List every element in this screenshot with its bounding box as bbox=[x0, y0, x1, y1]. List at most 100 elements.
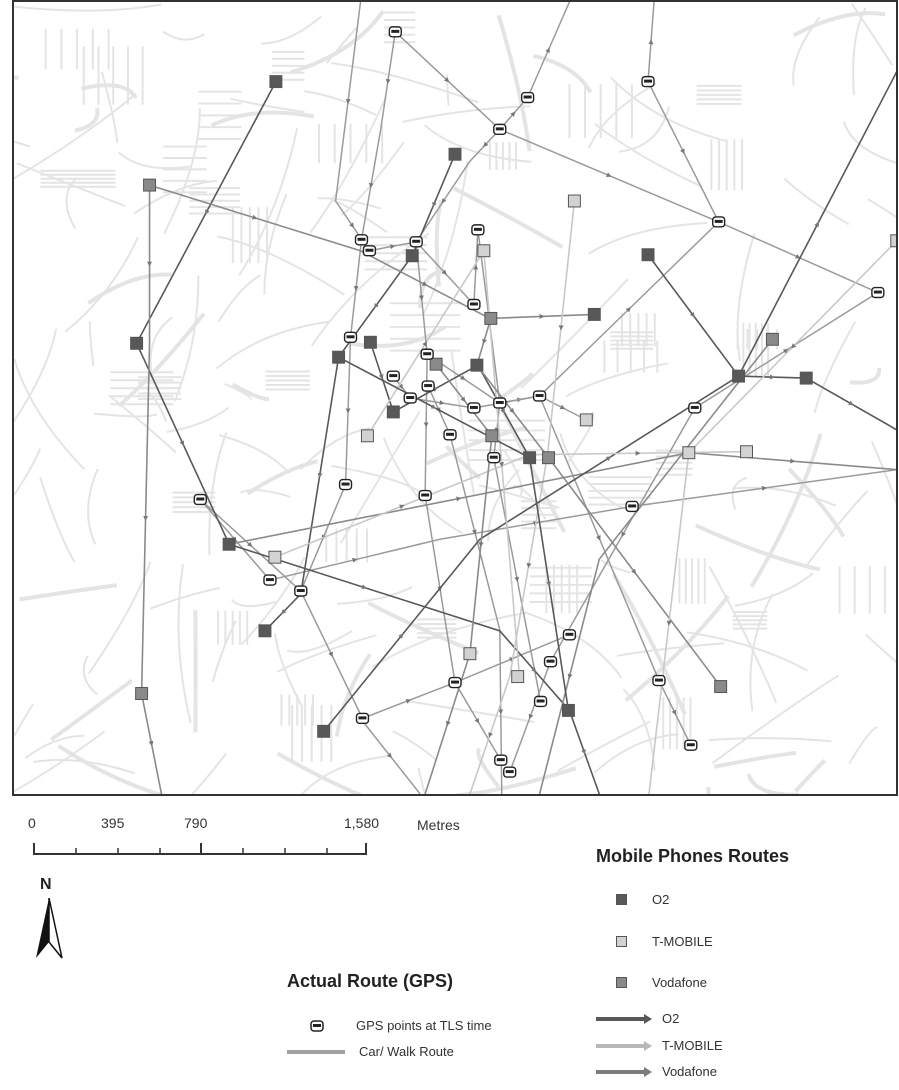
vodafone-marker[interactable] bbox=[542, 451, 555, 465]
gps-point-car-icon[interactable] bbox=[467, 298, 481, 311]
tmobile-marker[interactable] bbox=[463, 647, 477, 661]
street-segment bbox=[230, 97, 305, 113]
vodafone-marker[interactable] bbox=[714, 680, 728, 694]
o2-marker[interactable] bbox=[561, 703, 575, 717]
street-segment bbox=[711, 674, 840, 764]
gps-point-car-icon[interactable] bbox=[467, 402, 481, 414]
street-segment bbox=[792, 11, 886, 38]
legend-o2-line-label: O2 bbox=[662, 1011, 680, 1026]
street-segment bbox=[80, 83, 138, 99]
tmobile-marker[interactable] bbox=[890, 234, 896, 248]
tmobile-marker[interactable] bbox=[682, 446, 696, 460]
gps-point-car-icon[interactable] bbox=[493, 123, 507, 136]
street-segment bbox=[276, 634, 377, 673]
vodafone-marker[interactable] bbox=[429, 357, 443, 371]
gps-point-car-icon[interactable] bbox=[532, 390, 547, 402]
gps-point-car-icon[interactable] bbox=[448, 676, 462, 689]
vodafone-marker[interactable] bbox=[143, 178, 157, 192]
tmobile-marker[interactable] bbox=[567, 194, 581, 208]
gps-point-car-icon[interactable] bbox=[712, 216, 726, 228]
tmobile-marker[interactable] bbox=[740, 445, 753, 459]
street-segment bbox=[593, 733, 679, 774]
gps-point-car-icon[interactable] bbox=[543, 655, 558, 668]
gps-point-car-icon[interactable] bbox=[193, 493, 207, 506]
street-segment bbox=[330, 62, 479, 104]
gps-point-car-icon[interactable] bbox=[625, 500, 639, 513]
tmobile-marker[interactable] bbox=[268, 550, 282, 564]
street-segment bbox=[732, 486, 837, 507]
o2-marker[interactable] bbox=[799, 371, 813, 385]
map-panel[interactable] bbox=[12, 0, 898, 796]
gps-point-car-icon[interactable] bbox=[684, 739, 698, 751]
street-segment bbox=[24, 734, 85, 759]
o2-marker[interactable] bbox=[405, 249, 419, 263]
tmobile-marker[interactable] bbox=[360, 429, 374, 443]
gps-point-car-icon[interactable] bbox=[421, 380, 435, 392]
gps-point-car-icon[interactable] bbox=[354, 234, 369, 246]
gps-point-car-icon[interactable] bbox=[493, 397, 507, 409]
scale-bar: 0 395 790 1,580 Metres bbox=[28, 815, 460, 865]
vodafone-marker[interactable] bbox=[485, 429, 499, 443]
o2-marker[interactable] bbox=[317, 724, 331, 738]
street-segment bbox=[417, 767, 426, 794]
gps-point-car-icon[interactable] bbox=[487, 452, 501, 464]
street-segment bbox=[520, 278, 629, 389]
o2-marker[interactable] bbox=[587, 307, 601, 321]
o2-marker[interactable] bbox=[130, 336, 144, 350]
gps-point-car-icon[interactable] bbox=[641, 75, 655, 88]
o2-marker[interactable] bbox=[448, 147, 462, 161]
o2-marker[interactable] bbox=[641, 248, 655, 262]
gps-point-car-icon[interactable] bbox=[471, 224, 485, 236]
gps-point-car-icon[interactable] bbox=[403, 392, 417, 404]
legend-tmobile-line: T-MOBILE bbox=[594, 1038, 723, 1053]
tmobile-marker[interactable] bbox=[579, 413, 593, 427]
o2-marker[interactable] bbox=[222, 537, 236, 551]
vodafone-line-icon bbox=[596, 1066, 652, 1077]
gps-point-car-icon[interactable] bbox=[652, 674, 666, 687]
vodafone-marker[interactable] bbox=[484, 311, 498, 325]
o2-marker[interactable] bbox=[332, 350, 346, 364]
street-segment bbox=[687, 631, 809, 672]
tmobile-marker[interactable] bbox=[511, 670, 525, 684]
o2-marker[interactable] bbox=[363, 335, 377, 349]
gps-point-car-icon[interactable] bbox=[443, 429, 457, 441]
vodafone-marker[interactable] bbox=[765, 332, 779, 346]
gps-point-car-icon[interactable] bbox=[494, 754, 508, 766]
o2-marker[interactable] bbox=[269, 75, 283, 89]
gps-point-car-icon[interactable] bbox=[355, 712, 370, 725]
street-segment bbox=[867, 198, 896, 219]
o2-marker[interactable] bbox=[258, 624, 272, 638]
street-segment bbox=[351, 325, 447, 348]
legend-o2-line: O2 bbox=[594, 1011, 679, 1026]
gps-point-car-icon[interactable] bbox=[409, 236, 423, 248]
vodafone-route-line bbox=[538, 338, 774, 794]
gps-point-car-icon[interactable] bbox=[343, 331, 358, 343]
gps-route-line bbox=[499, 128, 879, 294]
gps-point-car-icon[interactable] bbox=[533, 695, 548, 708]
tmobile-marker[interactable] bbox=[477, 244, 491, 258]
street-segment bbox=[870, 441, 896, 505]
street-segment bbox=[731, 476, 747, 510]
gps-point-car-icon[interactable] bbox=[418, 489, 432, 502]
gps-point-car-icon[interactable] bbox=[420, 348, 434, 360]
gps-point-car-icon[interactable] bbox=[294, 585, 308, 597]
gps-point-car-icon[interactable] bbox=[871, 286, 885, 299]
o2-marker[interactable] bbox=[523, 451, 537, 465]
vodafone-marker[interactable] bbox=[135, 687, 149, 700]
street-segment bbox=[14, 448, 42, 497]
gps-point-car-icon[interactable] bbox=[338, 478, 353, 491]
street-segment bbox=[263, 193, 288, 295]
o2-marker[interactable] bbox=[386, 405, 400, 419]
gps-point-car-icon[interactable] bbox=[386, 370, 400, 382]
o2-marker[interactable] bbox=[732, 369, 746, 383]
street-segment bbox=[848, 726, 878, 765]
gps-point-car-icon[interactable] bbox=[562, 629, 577, 641]
gps-point-car-icon[interactable] bbox=[388, 26, 402, 38]
gps-point-car-icon[interactable] bbox=[362, 245, 377, 257]
gps-point-car-icon[interactable] bbox=[520, 91, 535, 104]
gps-point-car-icon[interactable] bbox=[688, 402, 702, 414]
street-segment bbox=[87, 468, 99, 545]
o2-marker[interactable] bbox=[470, 358, 484, 372]
gps-point-car-icon[interactable] bbox=[263, 574, 277, 586]
gps-point-car-icon[interactable] bbox=[503, 766, 517, 778]
